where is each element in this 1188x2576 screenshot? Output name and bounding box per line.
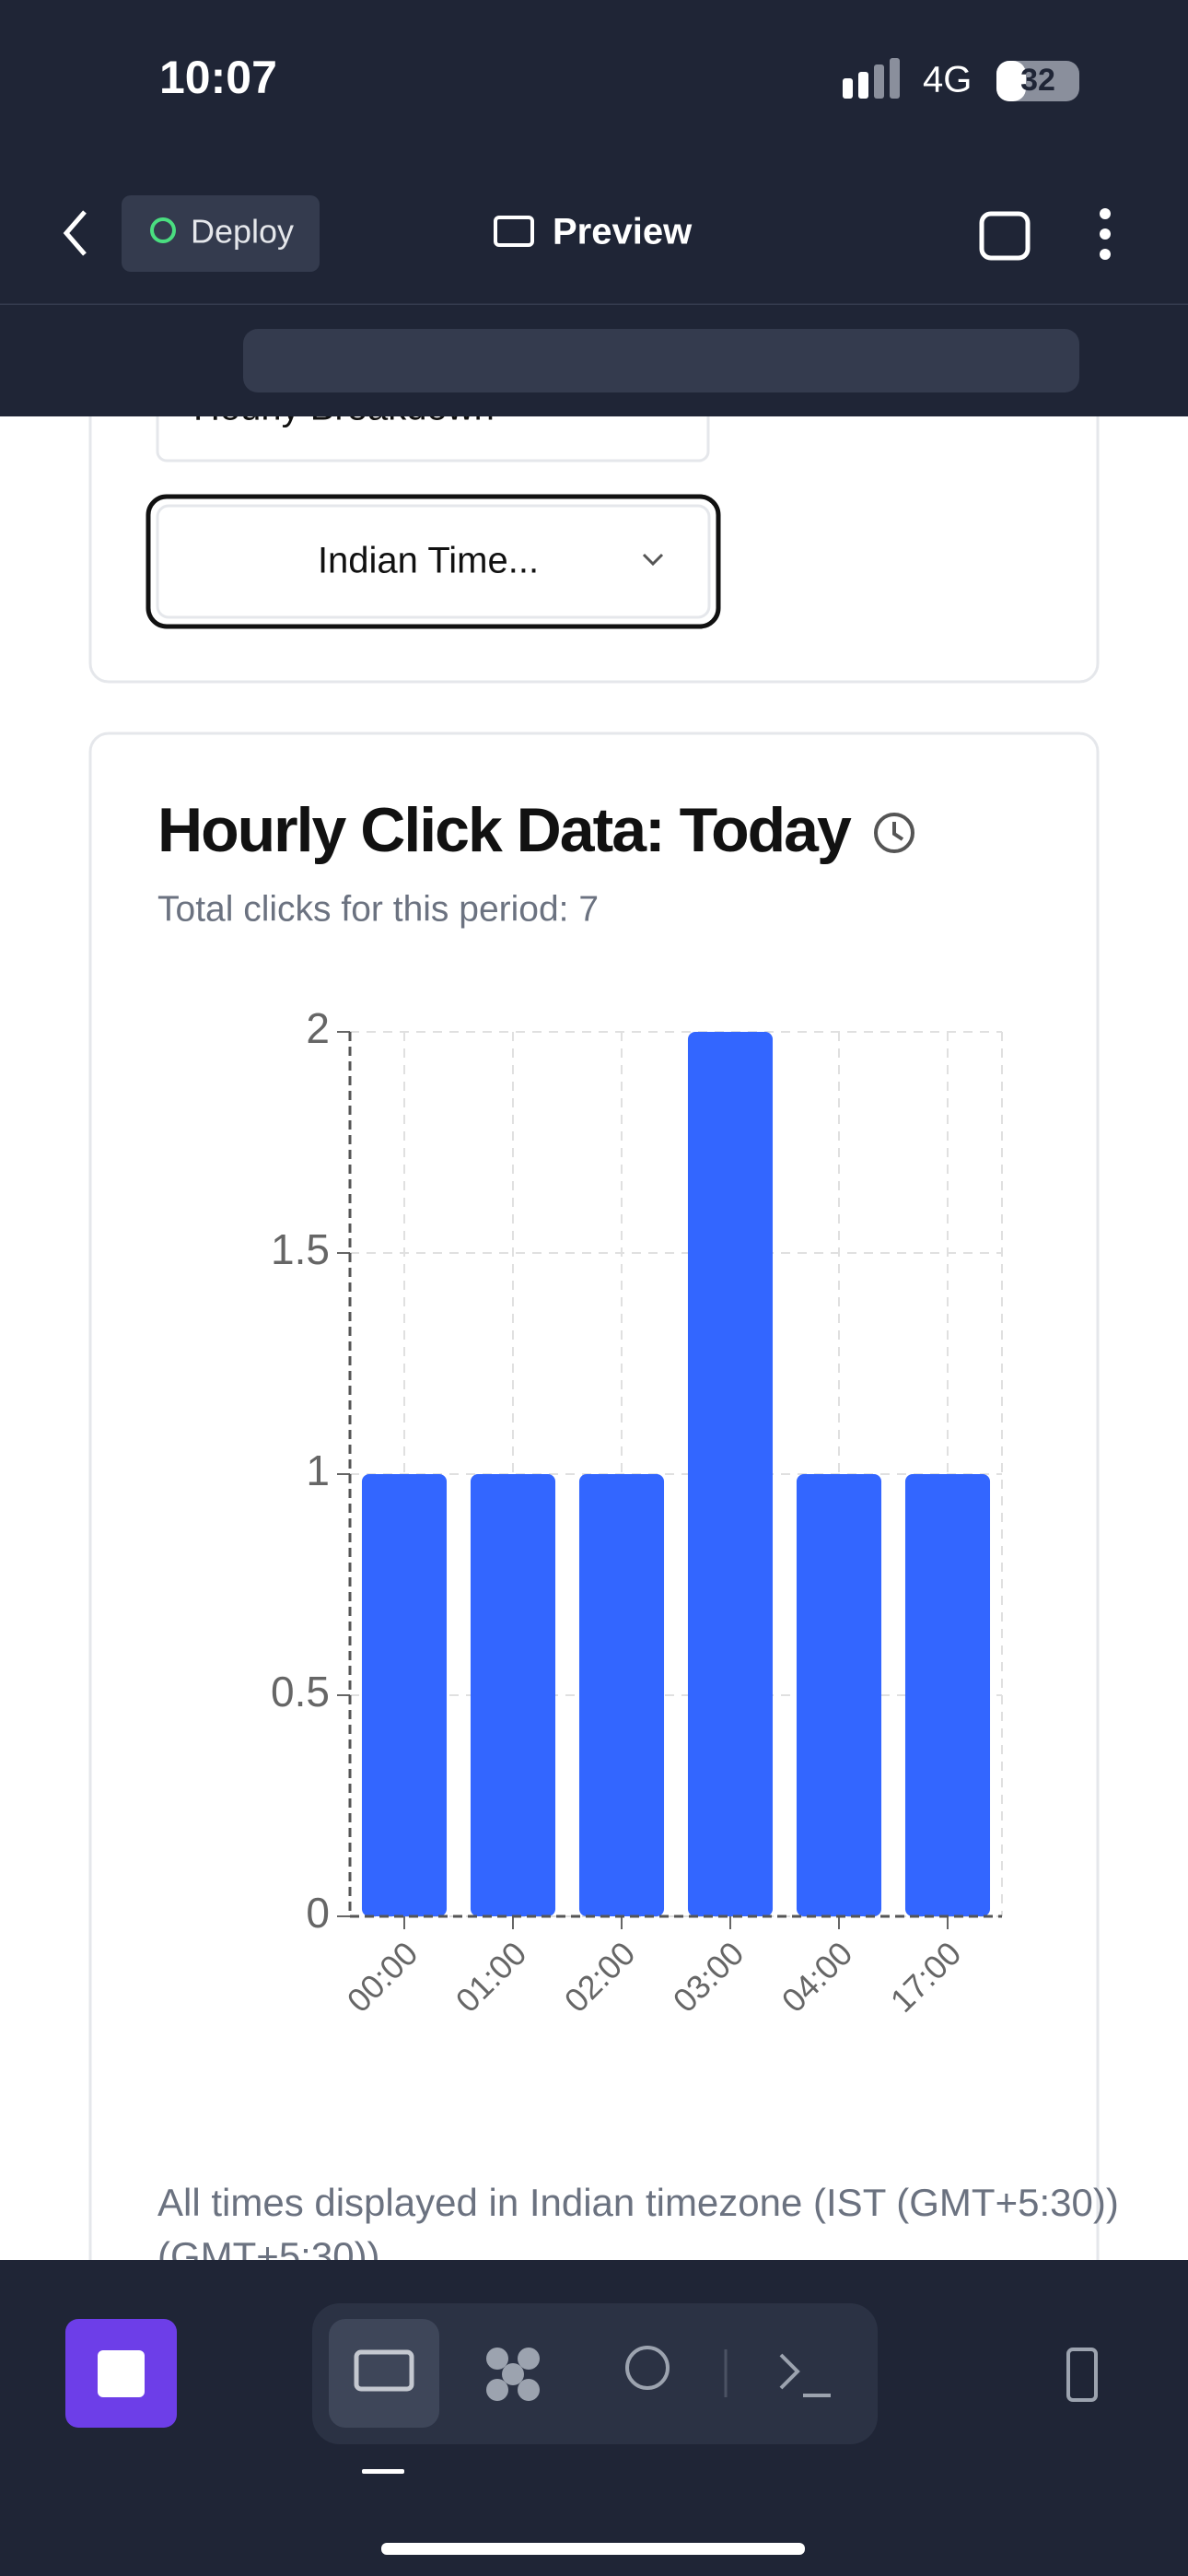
battery-text: 32	[1020, 63, 1055, 98]
footer-note: All times displayed in Indian timezone (…	[157, 2181, 1119, 2224]
y-tick-label: 1.5	[271, 1225, 330, 1273]
device-icon[interactable]	[1066, 2348, 1098, 2402]
chevron	[642, 553, 664, 567]
preview-label[interactable]: Preview	[553, 212, 693, 252]
timezone-select[interactable]	[146, 494, 721, 629]
y-tick-label: 0	[306, 1889, 330, 1937]
timezone-text: Indian Time...	[318, 541, 539, 581]
timezone-inner	[156, 504, 711, 619]
network: 4G	[923, 60, 972, 100]
preview-icon	[494, 216, 534, 247]
url-field-cover	[243, 329, 1079, 392]
y-tick-label: 0.5	[271, 1668, 330, 1715]
bar	[796, 1474, 882, 1916]
menu-icon[interactable]	[1100, 208, 1111, 260]
bar	[361, 1474, 448, 1916]
back-icon[interactable]	[63, 210, 87, 256]
tabs-icon[interactable]	[979, 211, 1031, 261]
chart-title: Hourly Click Data: Today	[157, 795, 852, 865]
home-indicator	[381, 2543, 805, 2555]
time: 10:07	[159, 52, 277, 103]
y-tick-label: 2	[306, 1004, 330, 1052]
chart-subtitle: Total clicks for this period: 7	[157, 889, 599, 929]
tool-group	[312, 2303, 878, 2444]
tab-indicator	[362, 2469, 404, 2474]
terminal-tab[interactable]	[779, 2353, 831, 2397]
bar	[470, 1474, 556, 1916]
deploy-icon	[150, 217, 176, 243]
clock-icon	[874, 813, 914, 853]
deploy-button[interactable]	[122, 195, 320, 272]
battery-level	[996, 61, 1026, 101]
bar	[687, 1032, 774, 1916]
stop-icon	[98, 2350, 145, 2397]
desktop-icon	[354, 2349, 414, 2392]
apps-icon[interactable]	[486, 2348, 540, 2401]
y-tick-label: 1	[306, 1446, 330, 1494]
deploy-label: Deploy	[191, 213, 294, 251]
desktop-tab[interactable]	[329, 2319, 439, 2428]
signal	[843, 58, 900, 99]
bar	[904, 1474, 991, 1916]
bar	[578, 1474, 665, 1916]
deploy-tab[interactable]	[625, 2346, 670, 2390]
